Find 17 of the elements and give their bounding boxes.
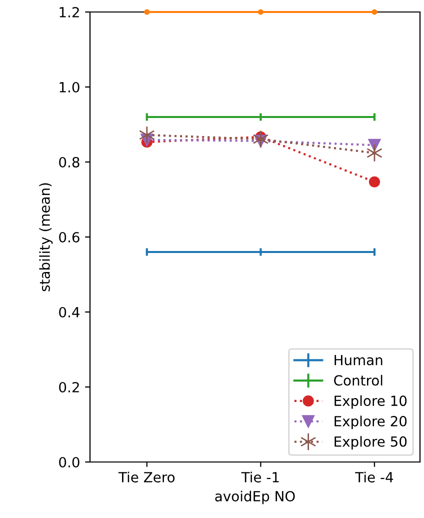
legend-label: Control xyxy=(334,374,382,386)
y-tick-label: 1.0 xyxy=(60,82,80,92)
legend-label: Human xyxy=(334,354,382,366)
y-tick-label: 1.2 xyxy=(60,6,79,18)
x-tick-label: Tie Zero xyxy=(118,472,175,482)
y-tick-label: 0.2 xyxy=(59,382,79,392)
y-tick-label: 0.8 xyxy=(59,156,80,168)
legend-label: Explore 20 xyxy=(334,416,407,430)
y-tick-label: 0.6 xyxy=(59,232,80,242)
legend-label: Explore 10 xyxy=(334,395,407,409)
y-axis-title: stability (mean) xyxy=(39,183,53,292)
x-tick-label: Tie -1 xyxy=(241,472,279,482)
legend-label: Explore 50 xyxy=(334,436,407,450)
y-tick-label: 0.0 xyxy=(59,456,80,468)
y-tick-label: 0.4 xyxy=(59,306,80,318)
x-axis-title: avoidEp NO xyxy=(215,490,295,504)
x-tick-label: Tie -4 xyxy=(355,472,394,482)
